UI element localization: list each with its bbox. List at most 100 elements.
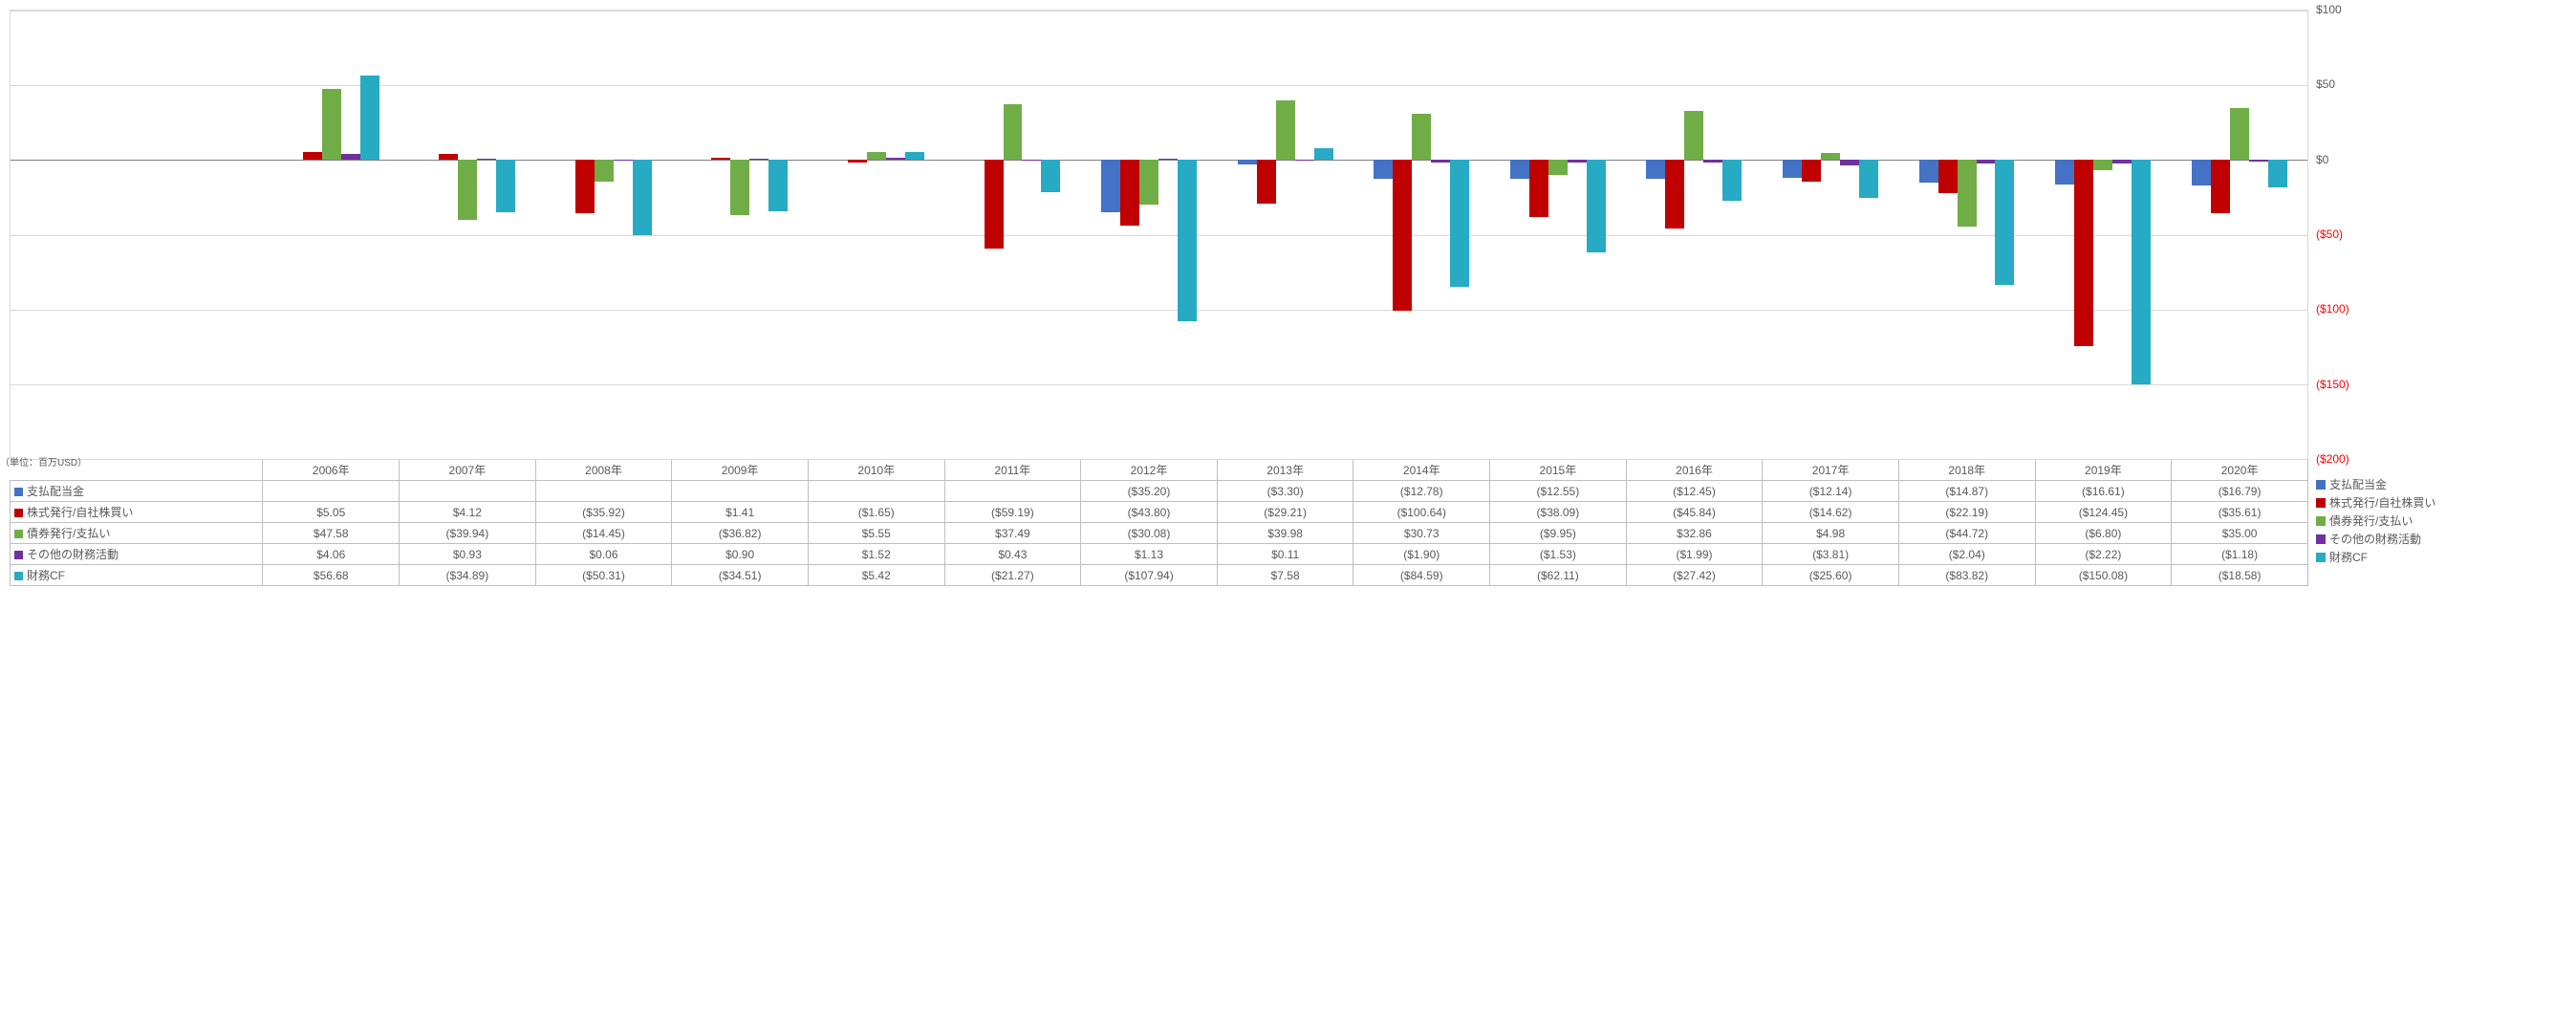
data-cell: ($35.92) <box>535 502 672 523</box>
bar-s3 <box>1548 160 1568 175</box>
data-cell: ($14.62) <box>1763 502 1899 523</box>
data-cell: $0.43 <box>944 544 1081 565</box>
bar-s5 <box>633 160 652 235</box>
data-cell: ($1.99) <box>1626 544 1763 565</box>
y-tick-label: ($50) <box>2316 228 2343 241</box>
bar-s3 <box>867 152 886 161</box>
data-cell <box>944 481 1081 502</box>
bar-s2 <box>711 158 730 160</box>
year-header: 2020年 <box>2172 460 2308 481</box>
data-cell: $0.06 <box>535 544 672 565</box>
data-cell: $7.58 <box>1217 565 1353 586</box>
data-cell: ($107.94) <box>1081 565 1218 586</box>
data-cell: ($124.45) <box>2035 502 2172 523</box>
gridline <box>11 384 2307 385</box>
data-cell: ($44.72) <box>1898 523 2035 544</box>
year-header: 2017年 <box>1763 460 1899 481</box>
bar-s5 <box>1722 160 1742 201</box>
data-cell: ($2.22) <box>2035 544 2172 565</box>
bar-s2 <box>1802 160 1821 182</box>
data-cell: $35.00 <box>2172 523 2308 544</box>
bar-s5 <box>1995 160 2014 285</box>
bar-s3 <box>1412 114 1431 160</box>
bar-s1 <box>1510 160 1529 179</box>
data-cell: ($100.64) <box>1353 502 1490 523</box>
data-cell: $0.93 <box>400 544 536 565</box>
data-cell: $0.11 <box>1217 544 1353 565</box>
row-swatch <box>14 488 23 496</box>
legend-swatch <box>2316 516 2326 526</box>
bar-s4 <box>1022 160 1041 161</box>
data-cell: ($25.60) <box>1763 565 1899 586</box>
bar-s2 <box>1120 160 1139 225</box>
data-cell <box>808 481 944 502</box>
bar-s5 <box>360 76 379 161</box>
row-swatch <box>14 509 23 517</box>
bar-s5 <box>1041 160 1060 191</box>
data-cell: $32.86 <box>1626 523 1763 544</box>
legend-item: 支払配当金 <box>2316 476 2566 492</box>
legend-label: 支払配当金 <box>2329 476 2387 492</box>
bar-s2 <box>439 154 458 160</box>
legend-item: 債券発行/支払い <box>2316 512 2566 529</box>
data-cell: ($6.80) <box>2035 523 2172 544</box>
data-cell: ($2.04) <box>1898 544 2035 565</box>
gridline <box>11 310 2307 311</box>
data-cell: $0.90 <box>672 544 809 565</box>
data-cell: $4.06 <box>263 544 400 565</box>
bar-s5 <box>1587 160 1606 252</box>
data-cell: ($16.79) <box>2172 481 2308 502</box>
table-row: その他の財務活動$4.06$0.93$0.06$0.90$1.52$0.43$1… <box>11 544 2308 565</box>
bar-s1 <box>1101 160 1120 212</box>
year-header: 2016年 <box>1626 460 1763 481</box>
data-cell: $1.52 <box>808 544 944 565</box>
bar-s4 <box>749 159 768 160</box>
bar-s3 <box>1139 160 1158 205</box>
bar-s2 <box>1938 160 1958 193</box>
data-cell: ($43.80) <box>1081 502 1218 523</box>
bar-s4 <box>1431 160 1450 163</box>
bar-s5 <box>1178 160 1197 321</box>
table-row: 支払配当金($35.20)($3.30)($12.78)($12.55)($12… <box>11 481 2308 502</box>
data-cell: ($3.81) <box>1763 544 1899 565</box>
data-cell: ($12.55) <box>1490 481 1627 502</box>
year-header: 2015年 <box>1490 460 1627 481</box>
y-axis-labels: $100$50$0($50)($100)($150)($200) <box>2316 10 2566 459</box>
bar-s1 <box>1238 160 1257 164</box>
data-cell: $5.05 <box>263 502 400 523</box>
data-cell: ($14.45) <box>535 523 672 544</box>
data-cell: ($29.21) <box>1217 502 1353 523</box>
data-cell: ($1.53) <box>1490 544 1627 565</box>
bar-s3 <box>730 160 749 215</box>
bar-s2 <box>1529 160 1548 217</box>
bar-s3 <box>458 160 477 219</box>
data-cell: $39.98 <box>1217 523 1353 544</box>
row-swatch <box>14 572 23 580</box>
bar-s5 <box>1314 148 1333 160</box>
bar-s4 <box>341 154 360 160</box>
data-cell: ($35.61) <box>2172 502 2308 523</box>
year-header: 2006年 <box>263 460 400 481</box>
legend-swatch <box>2316 480 2326 490</box>
data-cell: ($1.18) <box>2172 544 2308 565</box>
data-cell: $1.13 <box>1081 544 1218 565</box>
bar-s3 <box>1004 104 1023 161</box>
data-cell: ($1.65) <box>808 502 944 523</box>
legend-item: 財務CF <box>2316 549 2566 565</box>
bar-s4 <box>1977 160 1996 163</box>
bar-s2 <box>1257 160 1276 204</box>
data-cell: $30.73 <box>1353 523 1490 544</box>
data-cell: ($9.95) <box>1490 523 1627 544</box>
data-cell <box>400 481 536 502</box>
data-cell: ($16.61) <box>2035 481 2172 502</box>
bar-s4 <box>2112 160 2132 163</box>
year-header: 2013年 <box>1217 460 1353 481</box>
row-header: 支払配当金 <box>11 481 263 502</box>
bar-s1 <box>1374 160 1393 179</box>
data-cell: ($84.59) <box>1353 565 1490 586</box>
data-cell: ($62.11) <box>1490 565 1627 586</box>
bar-s1 <box>1919 160 1938 182</box>
table-row: 株式発行/自社株買い$5.05$4.12($35.92)$1.41($1.65)… <box>11 502 2308 523</box>
legend-label: 財務CF <box>2329 549 2368 565</box>
year-header: 2018年 <box>1898 460 2035 481</box>
